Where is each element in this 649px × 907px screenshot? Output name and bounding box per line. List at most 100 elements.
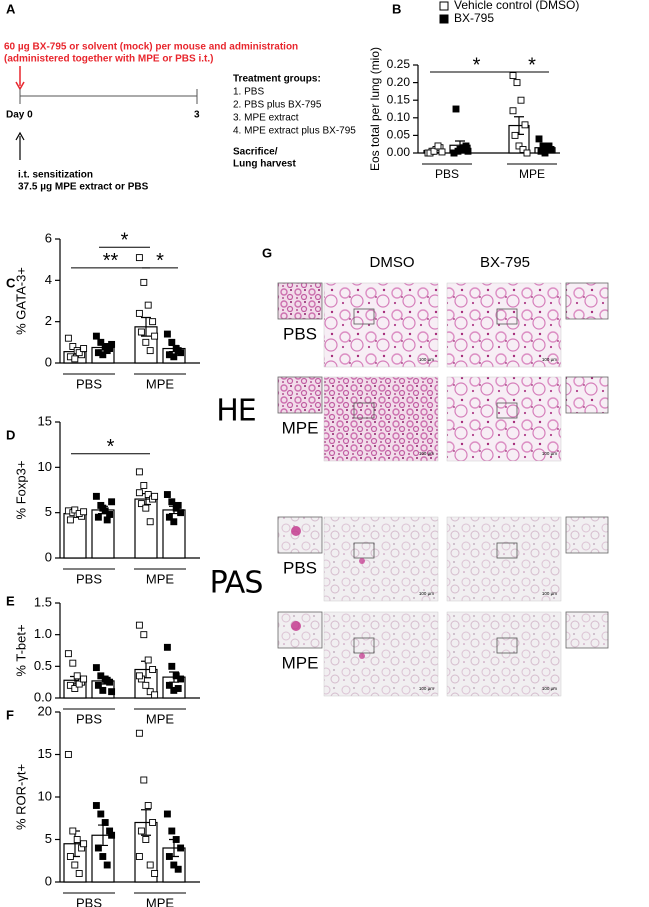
end-event: Lung harvest <box>233 159 296 170</box>
data-point <box>144 301 152 309</box>
data-point <box>92 332 100 340</box>
inset-image <box>565 516 609 554</box>
day-label: 3 <box>194 110 200 121</box>
data-point <box>73 672 81 680</box>
inset-image <box>277 376 323 414</box>
data-point <box>174 685 182 692</box>
y-tick-label: 0.5 <box>34 658 52 673</box>
data-point <box>137 328 145 336</box>
data-point <box>519 146 527 153</box>
y-tick-label: 10 <box>38 459 52 474</box>
data-point <box>64 334 72 342</box>
data-point <box>517 96 525 104</box>
data-point <box>151 870 159 877</box>
data-point <box>69 659 77 667</box>
y-tick-label: 0.25 <box>387 57 411 71</box>
histology-image <box>446 611 562 697</box>
group-item: 1. PBS <box>233 87 264 98</box>
x-tick-label: PBS <box>76 571 102 586</box>
timeline-panel: A 60 µg BX-795 or solvent (mock) per mou… <box>4 1 356 192</box>
data-point <box>80 508 88 516</box>
data-point <box>99 504 107 512</box>
significance-label: * <box>121 230 129 252</box>
data-point <box>163 330 171 338</box>
data-point <box>94 681 102 689</box>
data-point <box>92 492 100 500</box>
data-point <box>135 853 143 860</box>
legend-label: Vehicle control (DMSO) <box>454 0 579 12</box>
y-tick-label: 0.10 <box>387 110 411 124</box>
error-bar <box>141 809 151 836</box>
column-label: BX-795 <box>480 254 530 271</box>
histology-image <box>323 282 439 368</box>
x-tick-label: PBS <box>76 376 102 391</box>
data-point <box>174 347 182 355</box>
zoom-box <box>496 402 518 419</box>
group-item: 4. MPE extract plus BX-795 <box>233 126 356 137</box>
significance-label: * <box>107 436 115 458</box>
row-label: PBS <box>283 558 317 577</box>
data-point <box>142 836 150 843</box>
data-point <box>168 662 176 670</box>
data-point <box>103 516 111 524</box>
inset-image <box>565 376 609 414</box>
data-point <box>452 105 460 113</box>
data-point <box>94 513 102 521</box>
y-tick-label: 1.0 <box>34 626 52 641</box>
scale-bar-label: 100 µm <box>419 357 434 362</box>
zoom-box <box>496 637 518 654</box>
data-point <box>99 351 107 359</box>
histology-image <box>323 516 439 602</box>
y-tick-label: 0 <box>45 549 52 564</box>
y-tick-label: 0 <box>45 873 52 888</box>
data-point <box>163 643 171 651</box>
data-point <box>174 865 182 873</box>
x-tick-label: PBS <box>76 895 102 907</box>
panel-letter: A <box>6 1 16 16</box>
data-point <box>69 827 77 835</box>
panel-letter: D <box>6 427 15 442</box>
data-point <box>71 355 79 363</box>
data-point <box>108 498 116 506</box>
y-axis-label: % Foxp3+ <box>13 461 28 520</box>
start-event: 37.5 µg MPE extract or PBS <box>18 182 149 193</box>
data-point <box>146 347 154 355</box>
x-tick-label: MPE <box>146 711 175 726</box>
data-point <box>168 827 176 835</box>
y-tick-label: 15 <box>38 746 52 761</box>
panel-letter: G <box>262 245 272 260</box>
y-axis-label: Eos total per lung (mio) <box>368 47 382 171</box>
data-point <box>99 686 107 694</box>
data-point <box>75 870 83 877</box>
panel-letter: C <box>6 275 16 290</box>
data-point <box>142 681 150 689</box>
y-tick-label: 0.00 <box>387 145 411 159</box>
day-label: Day 0 <box>6 110 33 121</box>
data-point <box>149 819 157 826</box>
data-point <box>151 492 159 500</box>
row-label: PBS <box>283 324 317 343</box>
data-point <box>509 72 517 80</box>
panel-letter: F <box>6 707 14 722</box>
x-tick-label: PBS <box>435 167 459 181</box>
data-point <box>103 861 111 869</box>
x-tick-label: MPE <box>146 571 175 586</box>
stain-spot <box>359 653 365 659</box>
black-arrowhead <box>15 131 25 141</box>
data-point <box>535 135 543 143</box>
scale-bar-label: 100 µm <box>419 591 434 596</box>
row-label: MPE <box>282 653 319 672</box>
stain-spot <box>291 526 301 536</box>
data-point <box>149 666 157 673</box>
end-event: Sacrifice/ <box>233 147 278 158</box>
x-tick-label: MPE <box>146 895 175 907</box>
y-axis-label: % T-bet+ <box>13 624 28 676</box>
scale-bar-label: 100 µm <box>542 686 557 691</box>
histology-image <box>446 282 562 368</box>
data-point <box>137 500 145 508</box>
histology-image <box>323 376 439 462</box>
data-point <box>170 861 178 869</box>
zoom-box <box>353 542 375 559</box>
data-point <box>144 802 152 809</box>
